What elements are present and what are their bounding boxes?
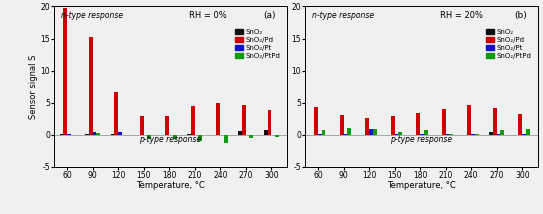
Bar [449,134,453,135]
Bar [344,134,348,135]
Bar [187,134,191,135]
Bar [118,132,122,135]
Bar [224,135,228,143]
Bar [96,133,100,135]
Legend: SnO₂, SnO₂/Pd, SnO₂/Pt, SnO₂/PtPd: SnO₂, SnO₂/Pd, SnO₂/Pt, SnO₂/PtPd [235,29,281,59]
Bar [391,116,395,135]
Bar [111,134,115,135]
Bar [347,128,351,135]
X-axis label: Temperature, °C: Temperature, °C [136,181,205,190]
Text: (b): (b) [514,11,527,20]
Bar [217,103,220,135]
Text: RH = 20%: RH = 20% [440,11,483,20]
Bar [249,135,253,138]
Bar [398,132,402,135]
Bar [318,134,322,135]
Bar [67,134,71,135]
Bar [198,135,202,141]
Text: n-type response: n-type response [61,11,123,20]
Bar [416,113,420,135]
Bar [314,107,318,135]
Bar [500,130,504,135]
Bar [475,134,478,135]
Bar [424,130,427,135]
Bar [372,129,376,135]
Text: RH = 0%: RH = 0% [189,11,227,20]
Bar [264,130,268,135]
Bar [493,108,497,135]
Legend: SnO₂, SnO₂/Pd, SnO₂/Pt, SnO₂/PtPd: SnO₂, SnO₂/Pd, SnO₂/Pt, SnO₂/PtPd [486,29,532,59]
Text: p-type response: p-type response [390,135,452,144]
Bar [173,135,176,139]
Bar [526,129,530,135]
Bar [522,134,526,135]
Bar [115,92,118,135]
Bar [420,134,424,135]
Bar [85,134,89,135]
Bar [238,131,242,135]
X-axis label: Temperature, °C: Temperature, °C [387,181,456,190]
Bar [369,129,373,135]
Bar [321,130,325,135]
Bar [442,109,446,135]
Bar [275,135,279,137]
Bar [268,110,272,135]
Bar [519,114,522,135]
Bar [446,134,450,135]
Bar [471,134,475,135]
Bar [242,105,246,135]
Bar [497,134,501,135]
Bar [365,118,369,135]
Bar [89,37,93,135]
Bar [60,134,64,135]
Bar [166,116,169,135]
Bar [147,135,151,139]
Bar [489,132,493,135]
Bar [191,106,195,135]
Bar [468,105,471,135]
Text: p-type response: p-type response [140,135,201,144]
Bar [140,116,144,135]
Bar [64,8,67,135]
Bar [395,134,399,135]
Text: n-type response: n-type response [312,11,374,20]
Bar [340,115,344,135]
Bar [92,132,97,135]
Y-axis label: Sensor signal S: Sensor signal S [29,55,37,119]
Text: (a): (a) [263,11,276,20]
